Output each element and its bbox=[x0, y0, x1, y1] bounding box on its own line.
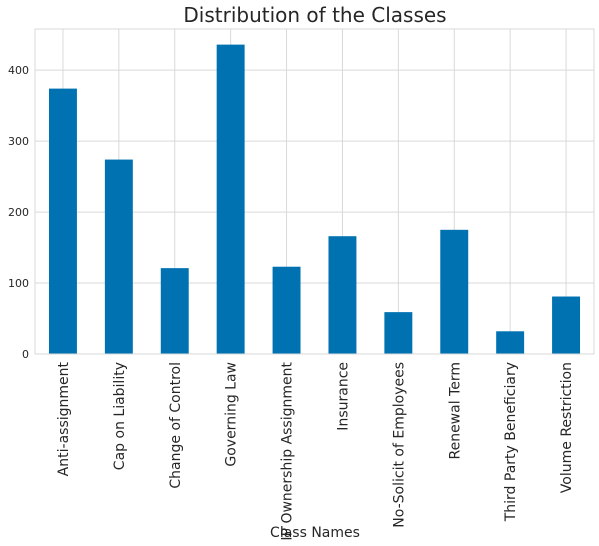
x-tick-label: Governing Law bbox=[224, 362, 240, 467]
y-tick-label: 400 bbox=[8, 64, 29, 77]
bar bbox=[160, 268, 189, 354]
bar bbox=[496, 331, 525, 354]
bar bbox=[384, 312, 413, 354]
x-tick-label: Anti-assignment bbox=[56, 361, 72, 476]
x-tick-label: IP Ownership Assignment bbox=[280, 361, 296, 540]
bar bbox=[48, 88, 77, 354]
bar bbox=[272, 266, 301, 354]
y-tick-label: 0 bbox=[22, 348, 29, 361]
x-tick-label: Renewal Term bbox=[447, 362, 463, 460]
x-tick-label: Insurance bbox=[335, 362, 351, 431]
x-tick-label: Cap on Liability bbox=[112, 362, 128, 470]
bar bbox=[104, 159, 133, 354]
y-tick-label: 300 bbox=[8, 135, 29, 148]
bar bbox=[216, 44, 245, 354]
x-tick-labels: Anti-assignment Cap on Liability Change of… bbox=[56, 361, 575, 540]
y-tick-labels: 0 100 200 300 400 bbox=[8, 64, 29, 361]
chart-title: Distribution of the Classes bbox=[183, 3, 446, 27]
plot-frame bbox=[34, 28, 595, 355]
y-tick-label: 200 bbox=[8, 206, 29, 219]
y-tick-label: 100 bbox=[8, 277, 29, 290]
bar bbox=[328, 236, 357, 354]
x-tick-label: Third Party Beneficiary bbox=[503, 362, 519, 522]
bar bbox=[440, 229, 469, 354]
x-tick-label: Change of Control bbox=[168, 362, 184, 489]
x-tick-label: No-Solicit of Employees bbox=[391, 362, 407, 528]
x-tick-label: Volume Restriction bbox=[559, 362, 575, 493]
bars bbox=[48, 44, 581, 354]
x-axis-label: Class Names bbox=[270, 525, 360, 541]
bar bbox=[552, 296, 581, 354]
